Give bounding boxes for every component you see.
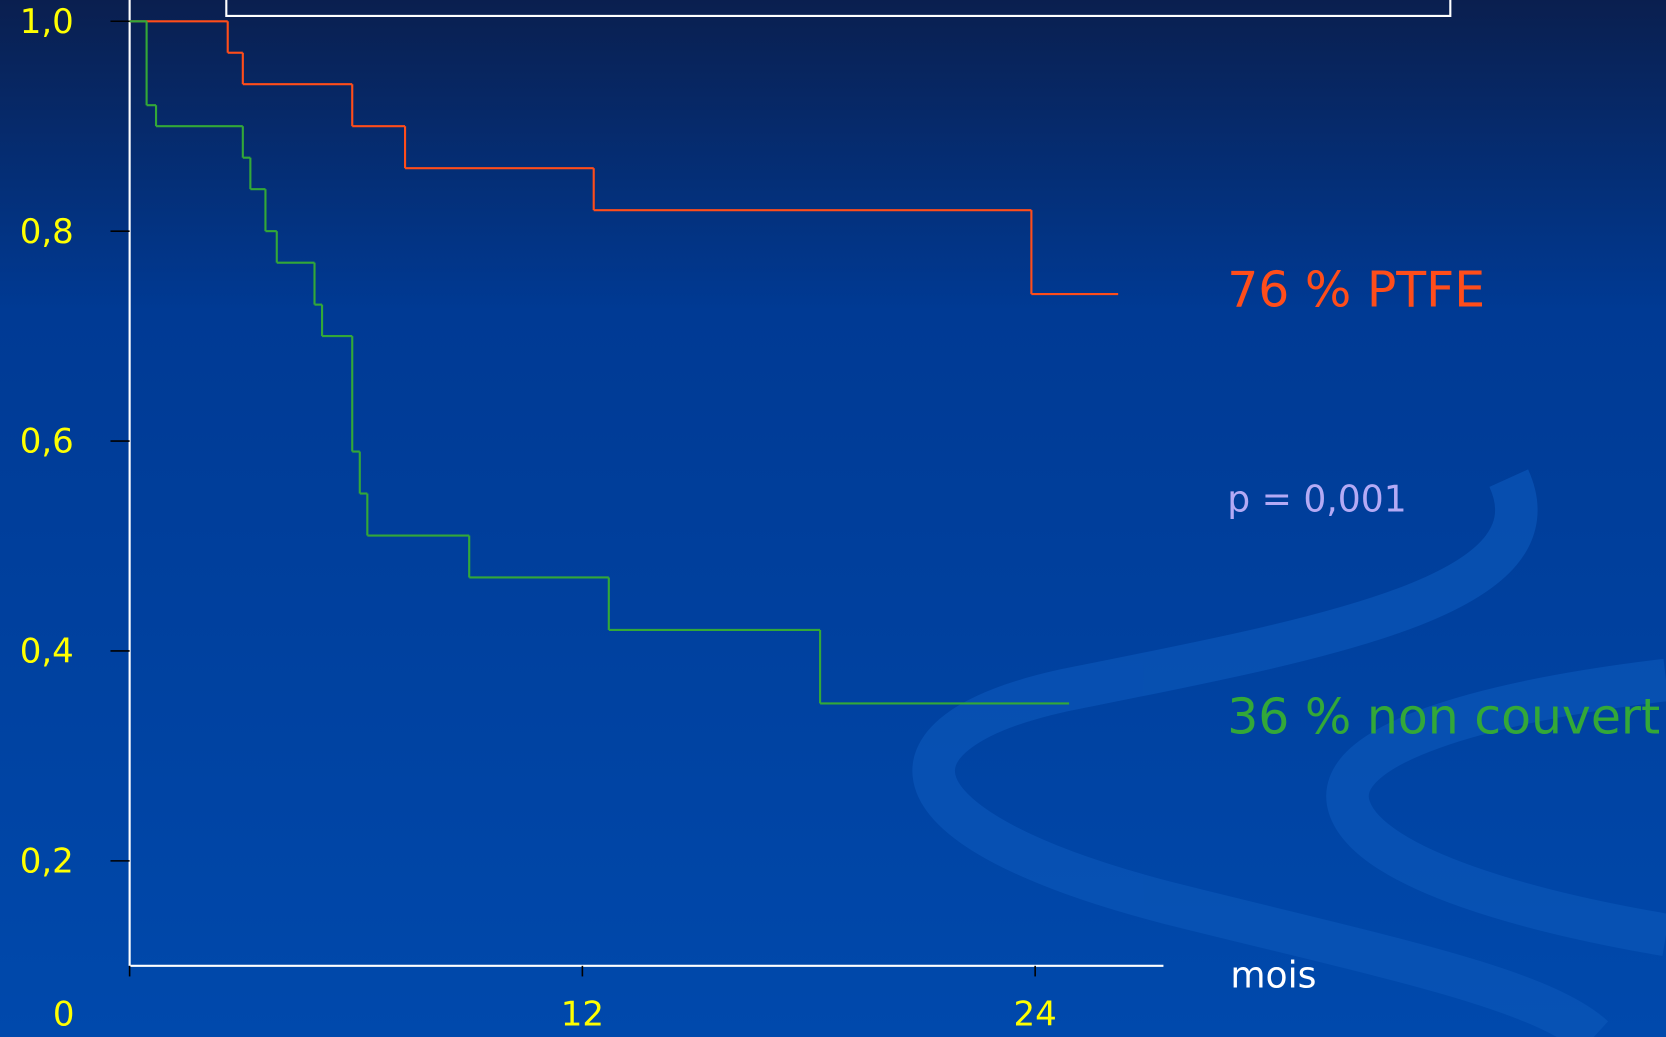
y-tick-label: 0,2	[20, 841, 74, 881]
x-axis-label: mois	[1230, 954, 1316, 997]
x-tick-label: 12	[561, 994, 604, 1034]
annotation: p = 0,001	[1227, 478, 1407, 521]
annotation: 76 % PTFE	[1227, 261, 1485, 318]
x-tick-label: 24	[1014, 994, 1057, 1034]
plot: 1,0 0,8 0,6 0,4 0,2 0 12 24 mois 76 % PTFE p = 0,0…	[20, 0, 1660, 1034]
y-tick-label: 0,8	[20, 212, 74, 252]
decoration	[912, 469, 1666, 1037]
y-tick-label: 1,0	[20, 2, 74, 42]
y-tick-label: 0,6	[20, 422, 74, 462]
annotation: 36 % non couvert	[1227, 688, 1660, 745]
title-box	[225, 0, 1452, 17]
y-tick-label: 0,4	[20, 632, 74, 672]
x-tick-label: 0	[53, 994, 75, 1034]
